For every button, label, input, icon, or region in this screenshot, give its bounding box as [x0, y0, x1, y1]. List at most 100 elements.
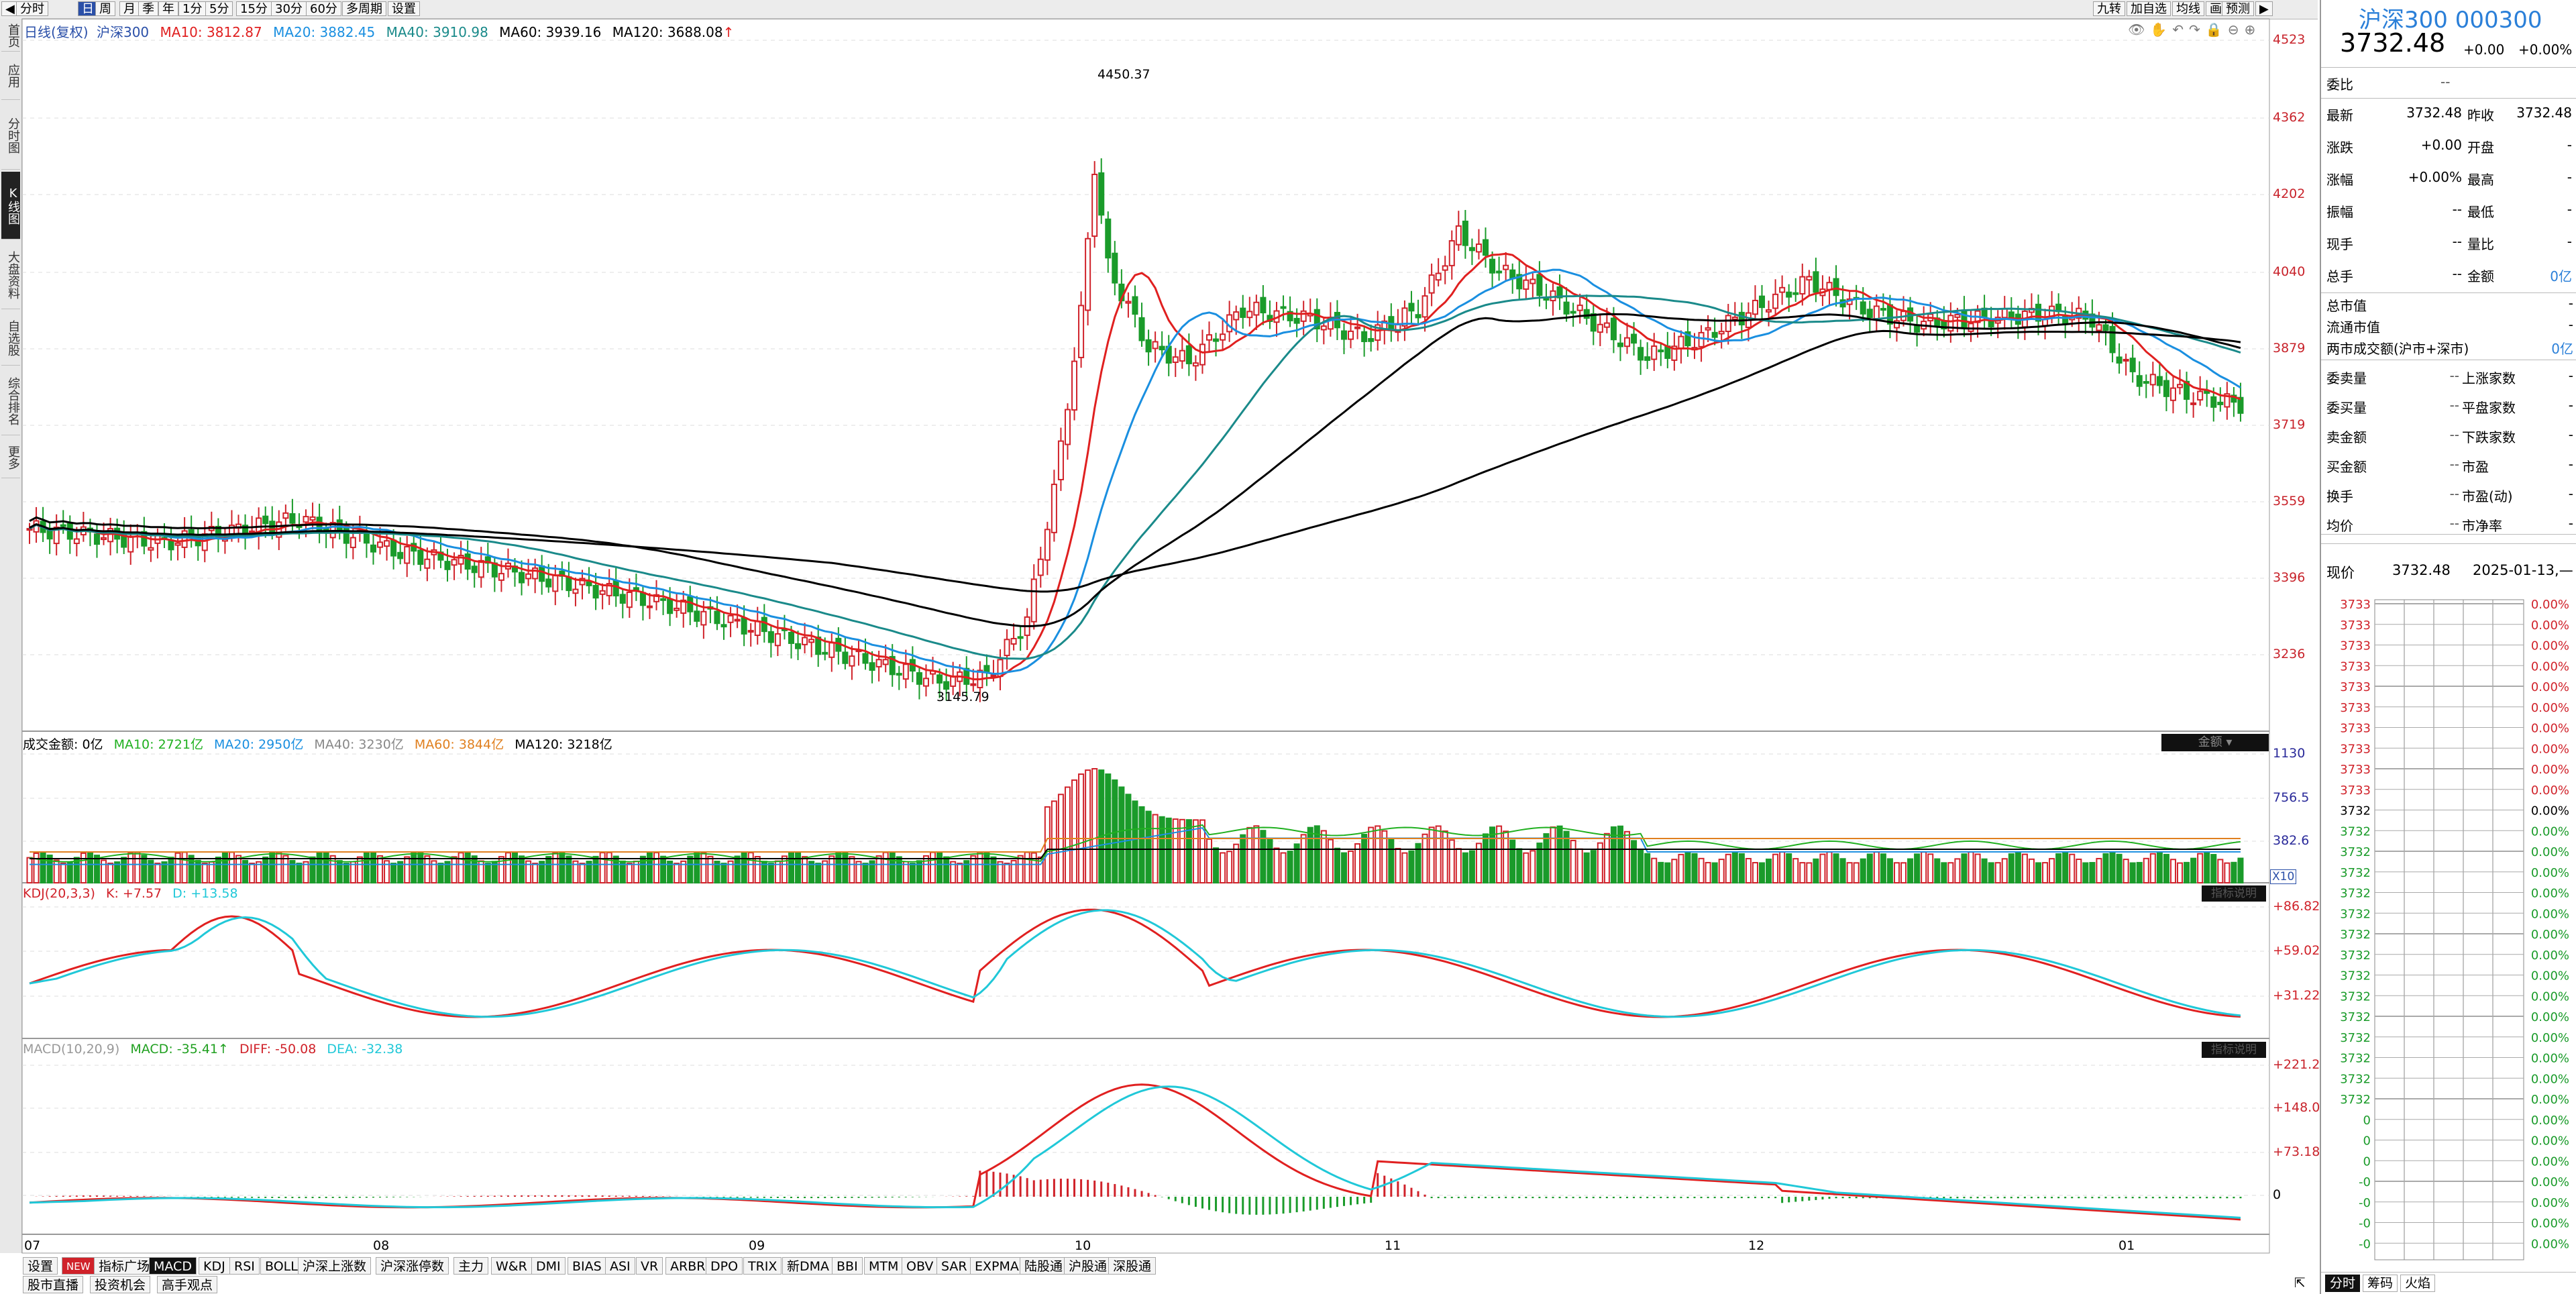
- indicator-tab[interactable]: 新DMA: [782, 1257, 835, 1275]
- stat-row-label: 上涨家数: [2462, 370, 2516, 386]
- indicator-tab[interactable]: 沪深涨停数: [376, 1257, 449, 1275]
- volume-bar: [1779, 851, 1786, 884]
- cap-row-label: 总市值: [2326, 298, 2367, 314]
- indicator-tab[interactable]: EXPMA: [970, 1257, 1024, 1275]
- indicator-tab[interactable]: ARBR: [665, 1257, 710, 1275]
- volume-bar: [977, 851, 983, 884]
- indicator-tab[interactable]: W&R: [491, 1257, 532, 1275]
- indicator-tab[interactable]: 设置: [23, 1257, 58, 1275]
- ma-button[interactable]: 均线: [2172, 1, 2204, 16]
- indicator-tab[interactable]: BBI: [832, 1257, 863, 1275]
- indicator-tab[interactable]: 深股通: [1108, 1257, 1157, 1275]
- candle-body: [1240, 307, 1246, 318]
- indicator-tab[interactable]: NEW: [62, 1257, 95, 1275]
- indicator-tab[interactable]: KDJ: [199, 1257, 230, 1275]
- indicator-tab[interactable]: DMI: [531, 1257, 566, 1275]
- volume-bar: [471, 855, 478, 883]
- candle-body: [390, 539, 397, 557]
- mini-pct-label: 0.00%: [2531, 866, 2569, 880]
- mini-price-label: 3733: [2340, 598, 2371, 612]
- volume-bar: [384, 860, 390, 883]
- stat-row-label: 市盈(动): [2462, 488, 2513, 504]
- candle-body: [592, 584, 599, 599]
- cap-row-label: 两市成交额(沪市+深市): [2326, 341, 2469, 357]
- candle-body: [1455, 225, 1462, 246]
- sidebar-item-watchlist[interactable]: 自选股: [1, 311, 20, 366]
- bottom-tab-live[interactable]: 股市直播: [23, 1276, 84, 1293]
- draw-button[interactable]: 画: [2206, 1, 2226, 16]
- tab-month[interactable]: 月: [119, 1, 140, 16]
- candle-body: [1914, 325, 1921, 333]
- indicator-tab[interactable]: ASI: [605, 1257, 635, 1275]
- panel-tab-flame[interactable]: 火焰: [2400, 1275, 2435, 1292]
- tab-fenshi[interactable]: 分时: [16, 1, 48, 16]
- indicator-tab[interactable]: 陆股通: [1020, 1257, 1068, 1275]
- ma120-line: [29, 329, 2241, 593]
- volume-bar: [1907, 858, 1914, 883]
- indicator-tab[interactable]: MTM: [864, 1257, 904, 1275]
- bottom-tab-opportunity[interactable]: 投资机会: [90, 1276, 151, 1293]
- volume-bar: [66, 861, 73, 883]
- tab-quarter[interactable]: 季: [138, 1, 158, 16]
- tab-settings[interactable]: 设置: [388, 1, 420, 16]
- bottom-tab-expert[interactable]: 高手观点: [157, 1276, 218, 1293]
- candle-body: [2096, 324, 2102, 331]
- macd-help-button[interactable]: 指标说明: [2202, 1042, 2266, 1058]
- candle-body: [1132, 296, 1138, 315]
- indicator-tab[interactable]: 主力: [453, 1257, 489, 1275]
- indicator-tab[interactable]: VR: [636, 1257, 663, 1275]
- indicator-tab[interactable]: MACD: [149, 1257, 197, 1275]
- sidebar-item-ranking[interactable]: 综合排名: [1, 368, 20, 435]
- indicator-tab[interactable]: OBV: [902, 1257, 938, 1275]
- indicator-tab[interactable]: 指标广场: [94, 1257, 155, 1275]
- sidebar-item-fenshi[interactable]: 分时图: [1, 102, 20, 170]
- candle-body: [680, 599, 687, 614]
- panel-tab-chips[interactable]: 筹码: [2363, 1275, 2398, 1292]
- sidebar-item-home[interactable]: 首页: [1, 20, 20, 52]
- panel-tab-fenshi[interactable]: 分时: [2325, 1275, 2360, 1292]
- tab-multi-period[interactable]: 多周期: [342, 1, 386, 16]
- volume-type-select[interactable]: 金额 ▾: [2161, 734, 2269, 751]
- indicator-tab[interactable]: 沪股通: [1064, 1257, 1112, 1275]
- indicator-tab[interactable]: BIAS: [568, 1257, 606, 1275]
- expand-icon[interactable]: ⇱: [2294, 1275, 2306, 1291]
- x-tick: 10: [1075, 1238, 1091, 1253]
- volume-bar: [1044, 806, 1051, 883]
- nine-turn-button[interactable]: 九转: [2093, 1, 2125, 16]
- sidebar-item-market-data[interactable]: 大盘资料: [1, 241, 20, 309]
- indicator-tab[interactable]: 沪深上涨数: [298, 1257, 372, 1275]
- candle-body: [73, 538, 80, 545]
- candle-body: [1603, 322, 1610, 328]
- tab-1min[interactable]: 1分: [178, 1, 207, 16]
- tab-60min[interactable]: 60分: [306, 1, 341, 16]
- tab-5min[interactable]: 5分: [205, 1, 233, 16]
- volume-bar: [714, 861, 720, 883]
- volume-unit: X10: [2270, 869, 2297, 884]
- kline-chart[interactable]: [0, 0, 2318, 1294]
- sidebar-item-apps[interactable]: 应用: [1, 52, 20, 100]
- volume-bar: [458, 852, 464, 884]
- add-watchlist-button[interactable]: 加自选: [2127, 1, 2171, 16]
- candle-body: [2197, 390, 2204, 401]
- volume-bar: [1421, 833, 1428, 883]
- volume-bar: [431, 860, 437, 884]
- price-tick: 3559: [2273, 494, 2306, 508]
- volume-bar: [484, 863, 491, 883]
- forecast-button[interactable]: 预测: [2222, 1, 2254, 16]
- candle-body: [1738, 311, 1745, 326]
- candle-body: [1806, 276, 1813, 281]
- volume-bar: [1368, 826, 1375, 883]
- tab-year[interactable]: 年: [158, 1, 178, 16]
- kdj-help-button[interactable]: 指标说明: [2202, 885, 2266, 902]
- volume-bar: [309, 856, 316, 883]
- indicator-tab[interactable]: RSI: [229, 1257, 260, 1275]
- chart-tool-icons[interactable]: 👁✋↶↷🔒⊖⊕: [2128, 21, 2261, 38]
- sidebar-item-kline[interactable]: K线图: [1, 172, 20, 239]
- indicator-tab[interactable]: TRIX: [743, 1257, 782, 1275]
- indicator-tab[interactable]: BOLL: [260, 1257, 303, 1275]
- indicator-tab[interactable]: DPO: [706, 1257, 743, 1275]
- tab-week[interactable]: 周: [95, 1, 115, 16]
- panel-collapse-button[interactable]: ▶: [2255, 1, 2273, 16]
- sidebar-item-more[interactable]: 更多: [1, 437, 20, 478]
- indicator-tab[interactable]: SAR: [936, 1257, 972, 1275]
